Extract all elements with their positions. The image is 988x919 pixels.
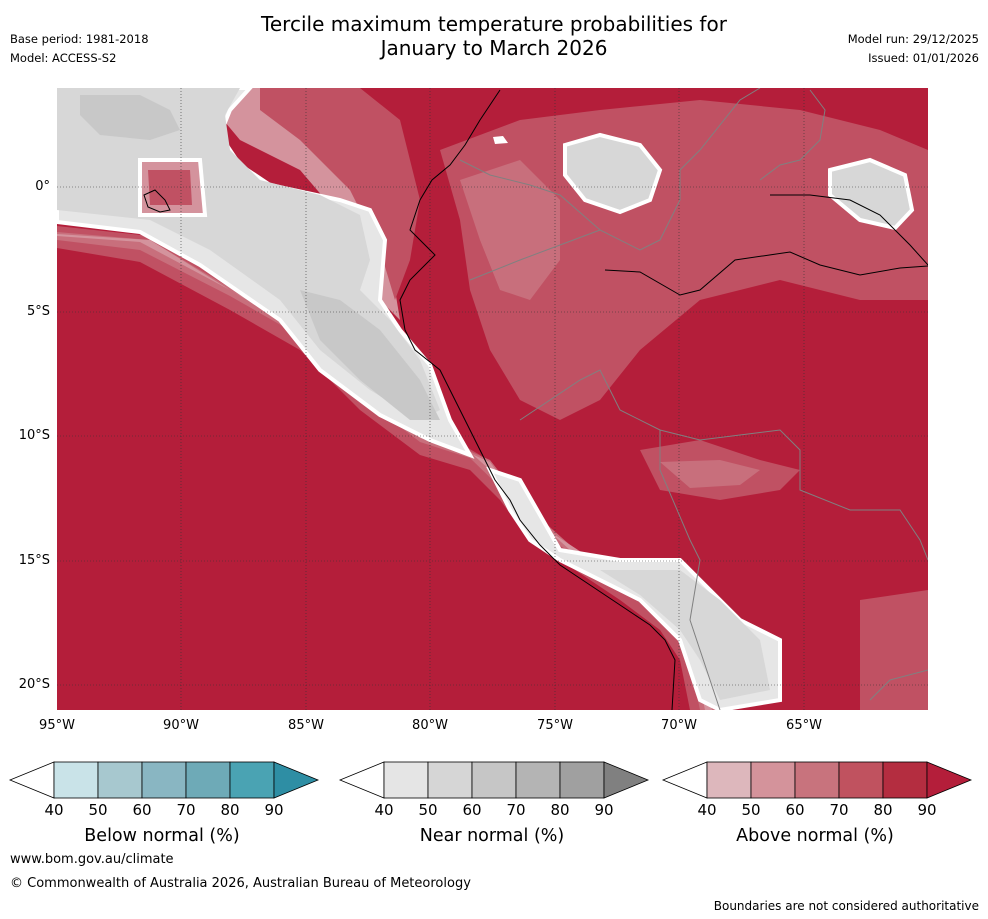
above-60-south — [660, 460, 760, 488]
near-40-island-3 — [493, 136, 508, 144]
colorbar-extend-low — [8, 761, 55, 799]
colorbar-extend-high — [273, 761, 320, 799]
lon-label: 70°W — [661, 718, 697, 733]
colorbar-tick: 90 — [264, 801, 284, 819]
below-normal-label: Below normal (%) — [84, 826, 240, 846]
graticule — [57, 88, 928, 710]
colorbar-extend-low — [338, 761, 385, 799]
lat-label: 20°S — [18, 677, 50, 692]
colorbar-tick: 90 — [594, 801, 614, 819]
lon-label: 75°W — [537, 718, 573, 733]
colorbars — [8, 761, 973, 799]
base-period: Base period: 1981-2018 — [10, 32, 149, 46]
near-60-ocean — [80, 95, 180, 140]
near-60-ocean-2 — [300, 290, 440, 420]
colorbar-tick: 80 — [550, 801, 570, 819]
colorbar-segment — [706, 761, 752, 799]
colorbar-tick: 40 — [44, 801, 64, 819]
colorbar-tick: 70 — [829, 801, 849, 819]
title-line-1: Tercile maximum temperature probabilitie… — [261, 12, 727, 36]
colorbar-tick: 40 — [697, 801, 717, 819]
colorbar-extend-high — [603, 761, 650, 799]
colorbar-segment — [515, 761, 561, 799]
lon-label: 80°W — [412, 718, 448, 733]
colorbar-tick: 60 — [785, 801, 805, 819]
website-link[interactable]: www.bom.gov.au/climate — [10, 852, 174, 867]
above-normal-colorbar — [661, 761, 973, 799]
below-normal-colorbar — [8, 761, 320, 799]
colorbar-extend-low — [661, 761, 708, 799]
above-normal-label: Above normal (%) — [736, 826, 894, 846]
lon-label: 90°W — [163, 718, 199, 733]
above-70-continent — [440, 100, 928, 420]
colorbar-tick: 90 — [917, 801, 937, 819]
colorbar-tick: 70 — [506, 801, 526, 819]
colorbar-segment — [53, 761, 99, 799]
colorbar-segment — [229, 761, 275, 799]
near-normal-label: Near normal (%) — [419, 826, 565, 846]
lat-label: 15°S — [18, 553, 50, 568]
near-50-coastal — [600, 570, 770, 700]
colorbar-segment — [794, 761, 840, 799]
above-60-continent — [460, 160, 560, 300]
above-70-se — [860, 590, 928, 710]
disclaimer: Boundaries are not considered authoritat… — [713, 899, 979, 913]
colorbar-segment — [97, 761, 143, 799]
map-title: Tercile maximum temperature probabilitie… — [0, 12, 988, 60]
borders — [459, 88, 928, 710]
colorbar-tick: 80 — [873, 801, 893, 819]
colorbar-segment — [559, 761, 605, 799]
lat-label: 10°S — [18, 428, 50, 443]
issued-date: Issued: 01/01/2026 — [868, 51, 979, 65]
colorbar-segment — [383, 761, 429, 799]
title-line-2: January to March 2026 — [380, 36, 608, 60]
near-40-island-2 — [828, 157, 915, 231]
copyright: © Commonwealth of Australia 2026, Austra… — [10, 876, 471, 891]
colorbar-tick: 60 — [462, 801, 482, 819]
model-run: Model run: 29/12/2025 — [847, 32, 979, 46]
colorbar-tick: 50 — [88, 801, 108, 819]
above-galapagos-core — [148, 170, 192, 205]
near-normal-colorbar — [338, 761, 650, 799]
near-40-island-1 — [563, 132, 663, 215]
amazon-river — [604, 251, 928, 296]
colorbar-segment — [750, 761, 796, 799]
colorbar-segment — [427, 761, 473, 799]
colorbar-tick: 40 — [374, 801, 394, 819]
upper-river — [770, 194, 928, 266]
colorbar-tick: 60 — [132, 801, 152, 819]
colorbar-extend-high — [926, 761, 973, 799]
above-north-light — [215, 88, 400, 320]
coastline — [399, 89, 676, 710]
colorbar-segment — [185, 761, 231, 799]
model-name: Model: ACCESS-S2 — [10, 51, 117, 65]
colorbar-tick: 70 — [176, 801, 196, 819]
colorbar-tick: 50 — [741, 801, 761, 819]
galapagos-coast — [143, 189, 171, 213]
lon-label: 65°W — [786, 718, 822, 733]
colorbar-tick: 50 — [418, 801, 438, 819]
colorbar-segment — [141, 761, 187, 799]
lon-label: 95°W — [39, 718, 75, 733]
colorbar-tick: 80 — [220, 801, 240, 819]
colorbar-segment — [471, 761, 517, 799]
colorbar-segment — [882, 761, 928, 799]
colorbar-segment — [838, 761, 884, 799]
lat-label: 0° — [35, 179, 50, 194]
lon-label: 85°W — [288, 718, 324, 733]
lat-label: 5°S — [26, 304, 50, 319]
